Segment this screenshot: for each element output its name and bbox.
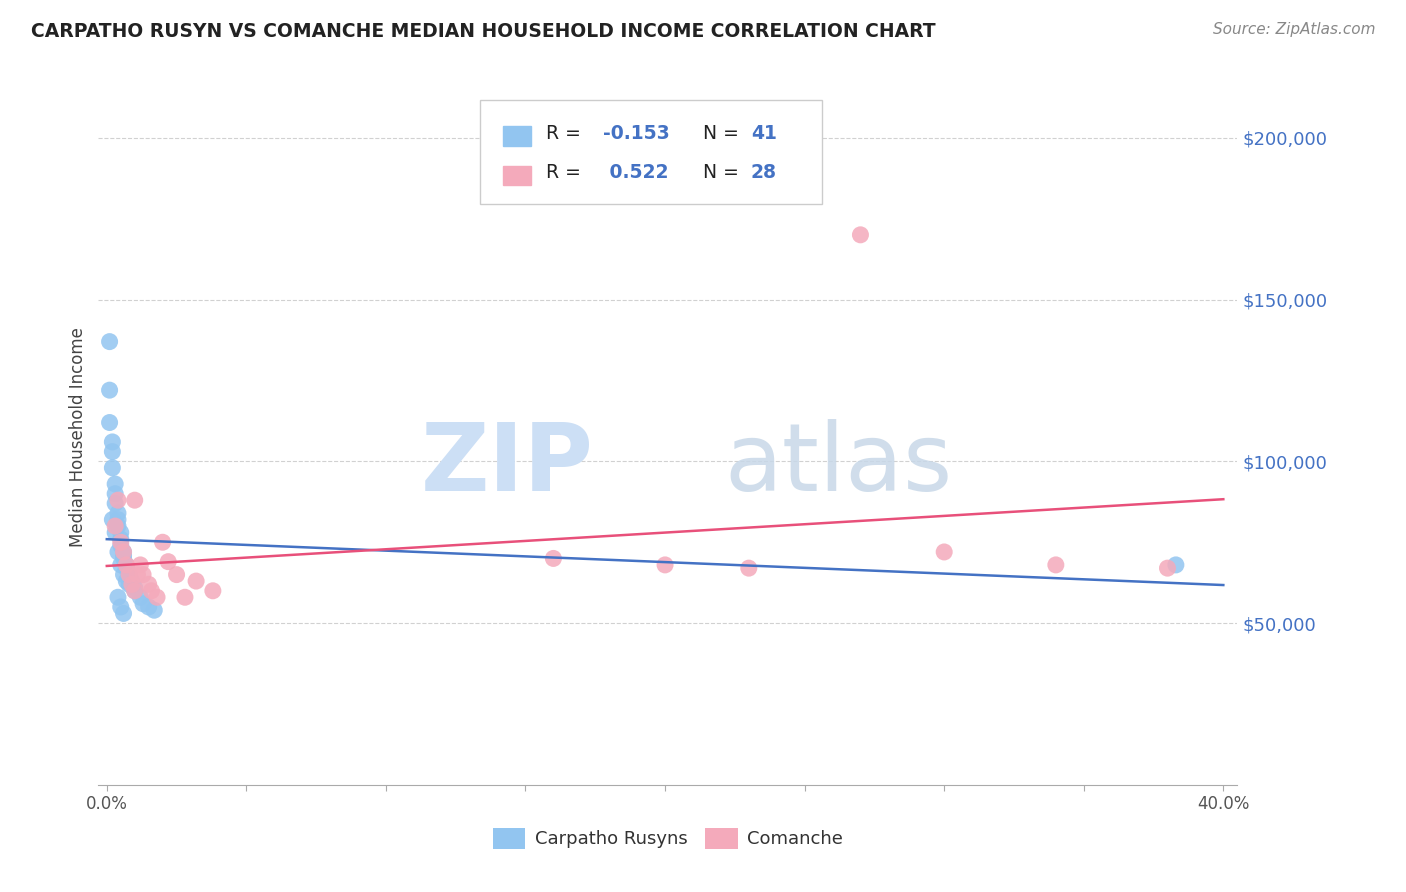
Point [112, 551, 135, 566]
Point [107, 519, 129, 533]
Point [132, 567, 155, 582]
Point [127, 567, 149, 582]
Point [112, 545, 135, 559]
Point [112, 567, 135, 582]
Point [98, 334, 121, 349]
Point [138, 599, 160, 614]
Point [146, 591, 169, 605]
Point [124, 583, 146, 598]
Point [118, 577, 141, 591]
Point [98, 383, 121, 397]
Point [129, 591, 152, 605]
Text: 28: 28 [751, 163, 778, 182]
Point [1156, 561, 1178, 575]
Point [138, 577, 160, 591]
Point [174, 591, 197, 605]
Point [184, 574, 207, 588]
Point [107, 493, 129, 508]
Point [115, 558, 138, 572]
Point [115, 574, 138, 588]
Point [110, 599, 132, 614]
Text: N =: N = [690, 123, 745, 143]
Point [934, 545, 956, 559]
Point [1045, 558, 1067, 572]
Point [121, 577, 143, 591]
Point [543, 551, 565, 566]
Point [141, 583, 163, 598]
Point [1164, 558, 1187, 572]
Point [118, 567, 141, 582]
Point [124, 581, 146, 595]
Point [129, 558, 152, 572]
Point [201, 583, 224, 598]
Text: CARPATHO RUSYN VS COMANCHE MEDIAN HOUSEHOLD INCOME CORRELATION CHART: CARPATHO RUSYN VS COMANCHE MEDIAN HOUSEH… [31, 22, 935, 41]
Point [166, 567, 188, 582]
Point [104, 519, 127, 533]
Text: 0.522: 0.522 [603, 163, 668, 182]
Legend: Carpatho Rusyns, Comanche: Carpatho Rusyns, Comanche [485, 821, 851, 856]
Point [107, 545, 129, 559]
Point [107, 591, 129, 605]
Point [104, 496, 127, 510]
Point [98, 416, 121, 430]
Point [121, 577, 143, 591]
Text: R =: R = [546, 123, 586, 143]
Bar [503, 126, 531, 145]
Point [654, 558, 676, 572]
Point [132, 597, 155, 611]
Point [157, 555, 180, 569]
Point [124, 583, 146, 598]
Text: 41: 41 [751, 123, 778, 143]
Point [110, 539, 132, 553]
Point [118, 571, 141, 585]
Bar [503, 166, 531, 186]
FancyBboxPatch shape [479, 100, 821, 204]
Point [143, 603, 166, 617]
Point [104, 477, 127, 491]
Point [112, 545, 135, 559]
Point [107, 506, 129, 520]
Point [101, 434, 124, 449]
Point [112, 548, 135, 562]
Text: ZIP: ZIP [420, 419, 593, 511]
Point [110, 535, 132, 549]
Point [124, 493, 146, 508]
Point [101, 513, 124, 527]
Point [121, 574, 143, 588]
Point [107, 513, 129, 527]
Point [115, 558, 138, 572]
Point [110, 532, 132, 546]
Point [849, 227, 872, 242]
Point [112, 607, 135, 621]
Point [110, 558, 132, 572]
Text: atlas: atlas [725, 419, 953, 511]
Point [104, 486, 127, 500]
Point [115, 561, 138, 575]
Point [118, 567, 141, 582]
Point [101, 444, 124, 458]
Point [152, 535, 174, 549]
Point [110, 525, 132, 540]
Point [101, 460, 124, 475]
Y-axis label: Median Household Income: Median Household Income [69, 327, 87, 547]
Text: R =: R = [546, 163, 586, 182]
Text: N =: N = [690, 163, 745, 182]
Point [104, 525, 127, 540]
Text: Source: ZipAtlas.com: Source: ZipAtlas.com [1212, 22, 1375, 37]
Text: -0.153: -0.153 [603, 123, 669, 143]
Point [738, 561, 761, 575]
